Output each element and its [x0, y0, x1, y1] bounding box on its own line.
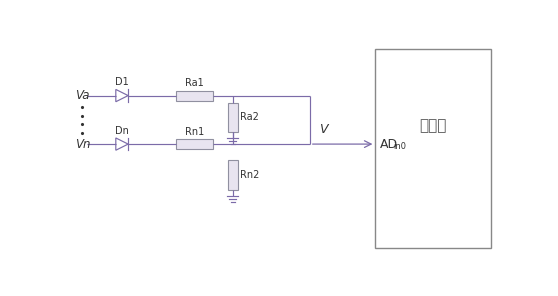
Text: AD: AD [380, 138, 398, 151]
Text: Vn: Vn [75, 138, 90, 151]
Polygon shape [116, 138, 128, 150]
Polygon shape [116, 89, 128, 102]
Text: Ra2: Ra2 [240, 112, 259, 122]
Text: in0: in0 [393, 142, 406, 151]
Text: V: V [319, 123, 328, 136]
Text: D1: D1 [115, 77, 129, 87]
Text: Rn2: Rn2 [240, 170, 259, 180]
Text: Rn1: Rn1 [185, 127, 204, 137]
Bar [176, 91, 213, 101]
Text: Ra1: Ra1 [185, 78, 204, 88]
Text: Va: Va [75, 89, 89, 102]
Bar [228, 102, 238, 132]
Bar [376, 49, 491, 248]
Bar [176, 139, 213, 149]
Text: 单片机: 单片机 [420, 118, 447, 133]
Bar [228, 160, 238, 189]
Text: Dn: Dn [115, 126, 129, 136]
